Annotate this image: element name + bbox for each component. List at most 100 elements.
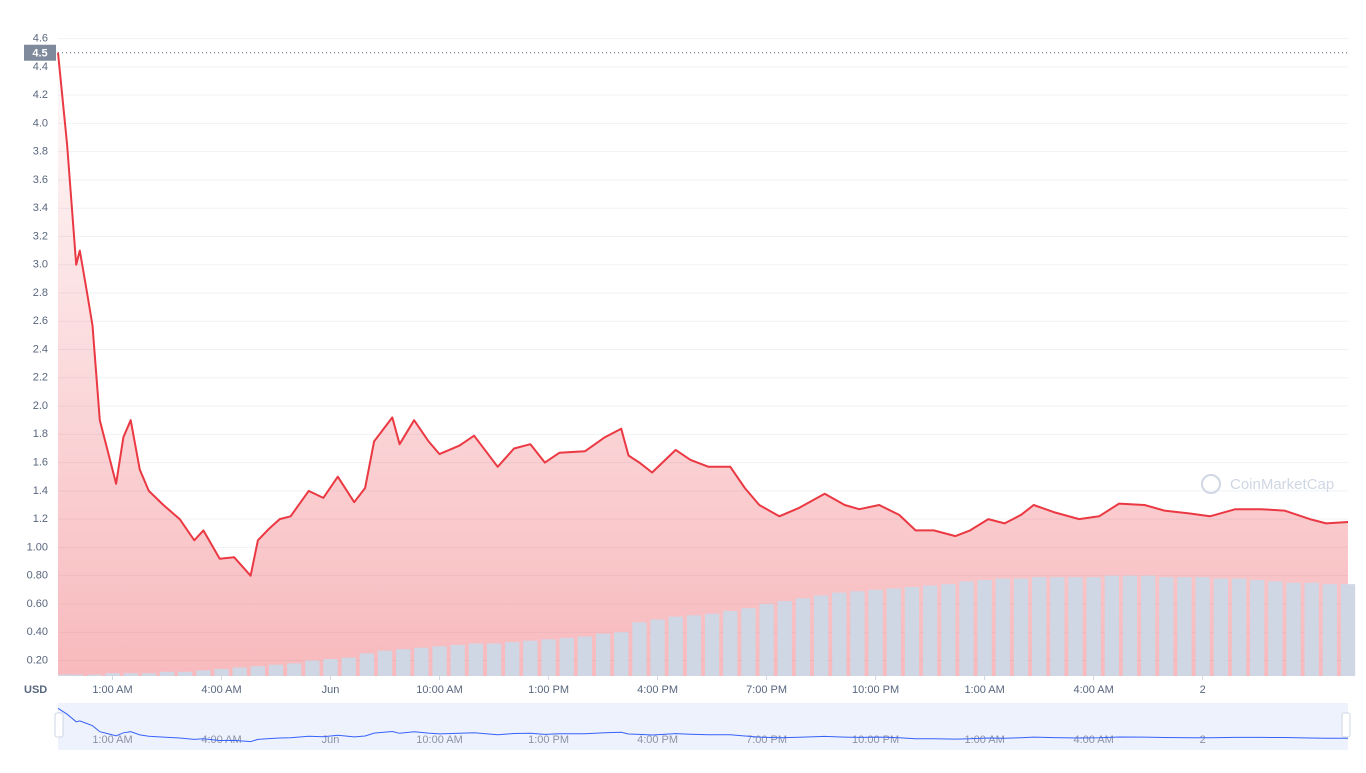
volume-bar: [359, 653, 375, 676]
volume-bar: [977, 579, 992, 676]
volume-bar: [377, 650, 393, 676]
navigator-tick-label: 2: [1200, 734, 1206, 746]
volume-bar: [486, 643, 502, 676]
volume-bar: [1068, 577, 1083, 676]
volume-bar: [541, 639, 556, 676]
volume-bar: [505, 642, 520, 676]
volume-bar: [850, 591, 865, 676]
volume-bar: [922, 585, 938, 676]
volume-bar: [1031, 577, 1047, 676]
volume-bar: [396, 649, 411, 676]
y-tick-label: 1.2: [33, 513, 48, 525]
volume-bar: [886, 588, 901, 676]
navigator-tick-label: 1:00 PM: [528, 734, 569, 746]
volume-bar: [1050, 577, 1065, 676]
volume-bar: [141, 673, 157, 676]
currency-label: USD: [24, 684, 47, 696]
navigator-handle[interactable]: [54, 712, 64, 738]
marker-label: 4.5: [32, 48, 47, 60]
price-line: [57, 52, 1349, 577]
y-tick-label: 4.6: [33, 33, 48, 45]
y-tick-label: 0.20: [27, 654, 48, 666]
volume-bar: [287, 663, 302, 676]
volume-bar: [1195, 577, 1210, 676]
volume-bar: [1304, 582, 1319, 676]
y-tick-label: 2.0: [33, 400, 48, 412]
volume-bar: [523, 640, 538, 676]
volume-bar: [1286, 582, 1301, 676]
y-tick-label: 0.80: [27, 570, 48, 582]
watermark: CoinMarketCap: [1230, 476, 1334, 493]
y-tick-label: 4.0: [33, 117, 48, 129]
marker-box: [24, 44, 56, 61]
navigator-tick-label: 4:00 AM: [1073, 734, 1113, 746]
volume-bar: [1322, 584, 1337, 676]
navigator-tick-label: 1:00 AM: [92, 734, 132, 746]
volume-bar: [741, 608, 756, 676]
y-tick-label: 3.4: [33, 202, 48, 214]
x-tick-label: 10:00 AM: [416, 684, 462, 696]
volume-bar: [795, 598, 811, 676]
x-tick-label: 1:00 AM: [964, 684, 1004, 696]
volume-bar: [723, 610, 738, 676]
volume-bar: [777, 601, 792, 676]
volume-bar: [468, 643, 484, 676]
y-tick-label: 1.6: [33, 457, 48, 469]
volume-bar: [959, 581, 974, 676]
y-tick-label: 3.8: [33, 146, 48, 158]
volume-bar: [105, 673, 120, 676]
volume-bar: [941, 584, 956, 676]
y-tick-label: 0.40: [27, 626, 48, 638]
y-tick-label: 4.2: [33, 89, 48, 101]
y-tick-label: 0.60: [27, 598, 48, 610]
volume-bar: [305, 660, 320, 676]
volume-bar: [668, 616, 683, 676]
volume-bar: [414, 647, 429, 676]
volume-bar: [832, 592, 847, 676]
volume-bar: [704, 613, 720, 676]
volume-bar: [1213, 578, 1228, 676]
volume-bar: [58, 674, 73, 676]
volume-bar: [1268, 581, 1283, 676]
volume-bar: [87, 674, 102, 676]
y-tick-label: 2.6: [33, 315, 48, 327]
x-tick-label: 2: [1200, 684, 1206, 696]
volume-bar: [1122, 575, 1138, 676]
volume-bar: [232, 667, 247, 676]
y-tick-label: 1.00: [27, 541, 48, 553]
y-tick-label: 4.4: [33, 61, 48, 73]
volume-bar: [323, 659, 338, 676]
x-tick-label: 4:00 AM: [1073, 684, 1113, 696]
volume-bar: [632, 622, 647, 676]
volume-bar: [559, 637, 574, 676]
volume-bar: [868, 589, 883, 676]
volume-bar: [1340, 584, 1356, 676]
volume-bar: [159, 671, 175, 676]
navigator-tick-label: 4:00 PM: [637, 734, 678, 746]
x-tick-label: Jun: [322, 684, 340, 696]
volume-bar: [686, 615, 702, 676]
navigator-tick-label: 4:00 AM: [201, 734, 241, 746]
navigator-tick-label: 1:00 AM: [964, 734, 1004, 746]
y-tick-label: 2.4: [33, 343, 48, 355]
volume-bar: [1086, 577, 1101, 676]
volume-bar: [1231, 578, 1247, 676]
volume-bar: [1159, 577, 1174, 676]
navigator-tick-label: 10:00 PM: [852, 734, 899, 746]
x-tick-label: 1:00 PM: [528, 684, 569, 696]
volume-bar: [178, 671, 193, 676]
volume-bar: [196, 670, 211, 676]
volume-bar: [341, 657, 356, 676]
volume-bar: [1013, 578, 1029, 676]
navigator-handle[interactable]: [1341, 712, 1351, 738]
volume-bar: [268, 664, 284, 676]
x-tick-label: 10:00 PM: [852, 684, 899, 696]
y-tick-label: 2.2: [33, 372, 48, 384]
volume-bar: [250, 666, 266, 676]
volume-bar: [1140, 575, 1156, 676]
volume-bar: [432, 646, 447, 676]
volume-bar: [69, 674, 84, 676]
x-tick-label: 4:00 AM: [201, 684, 241, 696]
volume-bar: [595, 633, 611, 676]
